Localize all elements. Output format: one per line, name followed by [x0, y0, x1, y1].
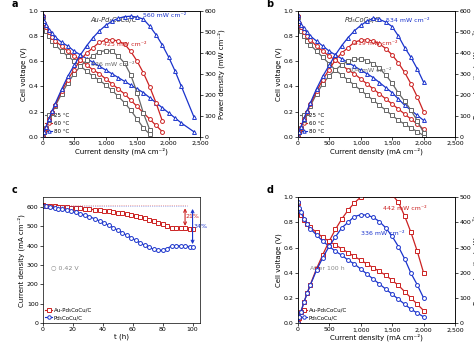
Y-axis label: Cell voltage (V): Cell voltage (V): [276, 233, 282, 287]
X-axis label: Current density (mA cm⁻²): Current density (mA cm⁻²): [330, 334, 423, 341]
Y-axis label: Cell voltage (V): Cell voltage (V): [21, 47, 27, 101]
Text: 21%: 21%: [186, 214, 200, 219]
Text: 442 mW cm⁻²: 442 mW cm⁻²: [383, 206, 426, 211]
Text: 304 mW cm⁻²: 304 mW cm⁻²: [348, 67, 392, 73]
Text: Au-Pd₅CoCu/C: Au-Pd₅CoCu/C: [90, 17, 136, 23]
Legend: Au-Pd₅CoCu/C, Pd₅CoCu/C: Au-Pd₅CoCu/C, Pd₅CoCu/C: [46, 308, 92, 320]
Y-axis label: Power density (mW cm⁻²): Power density (mW cm⁻²): [473, 29, 474, 118]
Text: d: d: [266, 185, 273, 195]
Text: 425 mW cm⁻²: 425 mW cm⁻²: [103, 42, 146, 47]
Y-axis label: Power density (mW cm⁻²): Power density (mW cm⁻²): [473, 215, 474, 305]
Text: b: b: [266, 0, 273, 9]
Y-axis label: Cell voltage (V): Cell voltage (V): [276, 47, 282, 101]
Text: 560 mW cm⁻²: 560 mW cm⁻²: [144, 13, 187, 18]
X-axis label: Current density (mA cm⁻²): Current density (mA cm⁻²): [75, 147, 168, 155]
Legend: Au-Pd₅CoCu/C, Pd₅CoCu/C: Au-Pd₅CoCu/C, Pd₅CoCu/C: [301, 308, 347, 320]
Text: 419 mW cm⁻²: 419 mW cm⁻²: [354, 41, 398, 46]
Text: c: c: [11, 185, 17, 195]
Legend: 25 °C, 60 °C, 80 °C: 25 °C, 60 °C, 80 °C: [46, 113, 69, 134]
Text: 336 mW cm⁻²: 336 mW cm⁻²: [361, 232, 404, 237]
X-axis label: t (h): t (h): [114, 334, 129, 340]
Legend: 25 °C, 60 °C, 80 °C: 25 °C, 60 °C, 80 °C: [301, 113, 324, 134]
Text: ○ 0.42 V: ○ 0.42 V: [51, 265, 78, 270]
Text: After 100 h: After 100 h: [310, 266, 345, 271]
Text: a: a: [11, 0, 18, 9]
Y-axis label: Power density (mW cm⁻²): Power density (mW cm⁻²): [218, 29, 225, 118]
Text: 326 mW cm⁻²: 326 mW cm⁻²: [91, 62, 134, 67]
Text: 34%: 34%: [193, 224, 207, 229]
Text: Pd₅CoCu/C: Pd₅CoCu/C: [345, 17, 380, 23]
Text: 534 mW cm⁻²: 534 mW cm⁻²: [386, 18, 429, 23]
X-axis label: Current density (mA cm⁻²): Current density (mA cm⁻²): [330, 147, 423, 155]
Y-axis label: Current density (mA cm⁻²): Current density (mA cm⁻²): [18, 214, 25, 307]
